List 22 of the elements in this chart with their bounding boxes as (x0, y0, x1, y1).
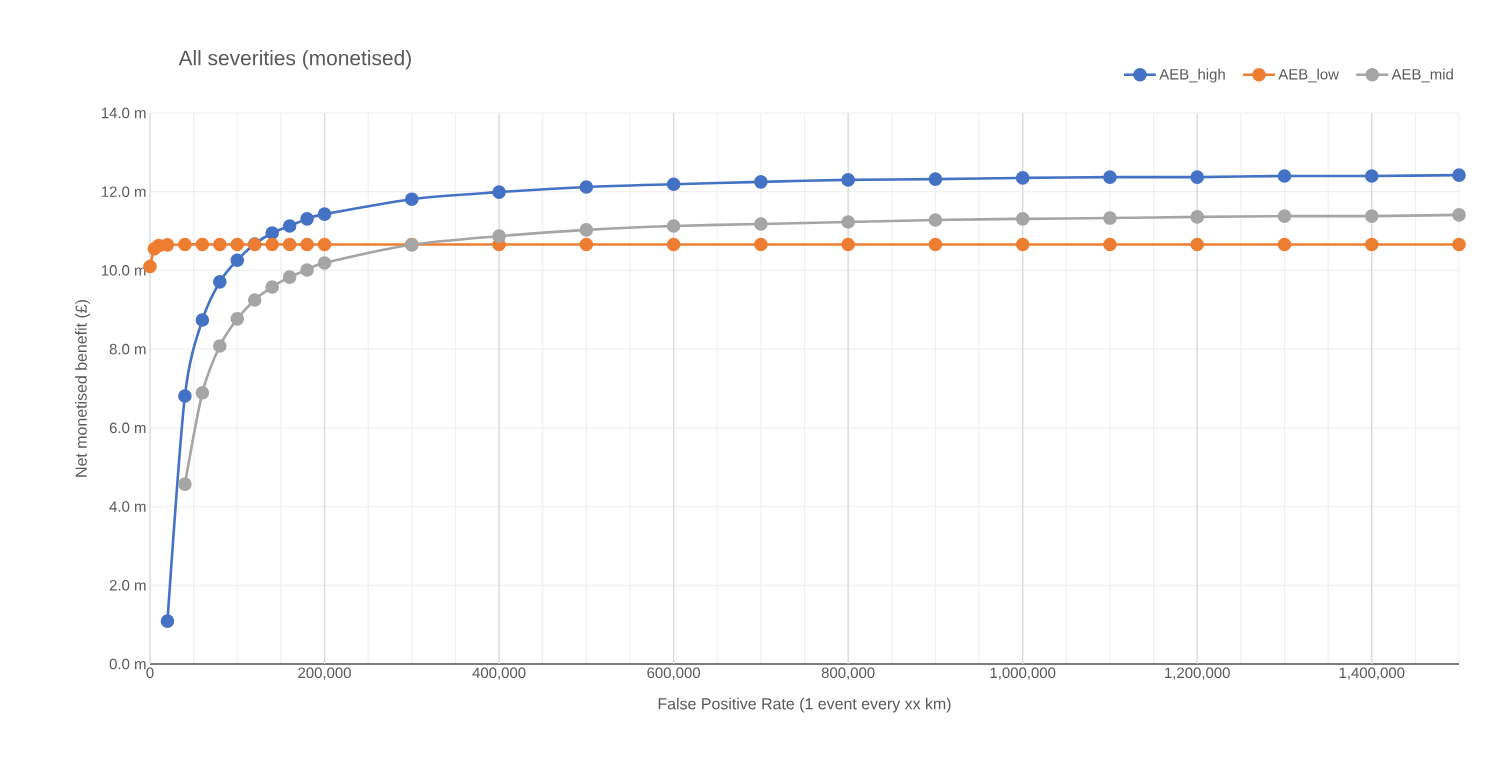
x-tick-label: 800,000 (821, 667, 875, 680)
x-tick-label: 400,000 (472, 667, 526, 680)
y-tick-label: 0.0 m (109, 658, 146, 670)
x-tick-label: 1,400,000 (1339, 667, 1405, 680)
x-tick-label: 0 (146, 667, 154, 679)
x-tick-label: 600,000 (647, 667, 701, 680)
x-tick-label: 200,000 (298, 667, 351, 680)
y-tick-label: 4.0 m (109, 501, 146, 512)
y-tick-label: 14.0 m (101, 107, 146, 119)
x-tick-label: 1,200,000 (1165, 667, 1230, 680)
chart-title: All severities (monetised) (178, 50, 411, 70)
y-tick-label: 2.0 m (109, 579, 146, 591)
y-tick-label: 8.0 m (109, 343, 146, 355)
x-axis-title: False Positive Rate (1 event every xx km) (658, 697, 951, 713)
y-tick-label: 12.0 m (101, 186, 146, 197)
legend-label: AEB_low (1278, 68, 1339, 83)
y-tick-label: 6.0 m (109, 422, 146, 434)
y-axis-title: Net monetised benefit (£) (75, 300, 90, 477)
legend-label: AEB_mid (1391, 68, 1453, 83)
x-tick-label: 1,000,000 (990, 667, 1056, 680)
y-tick-label: 10.0 m (101, 265, 146, 276)
legend-label: AEB_high (1159, 68, 1225, 83)
